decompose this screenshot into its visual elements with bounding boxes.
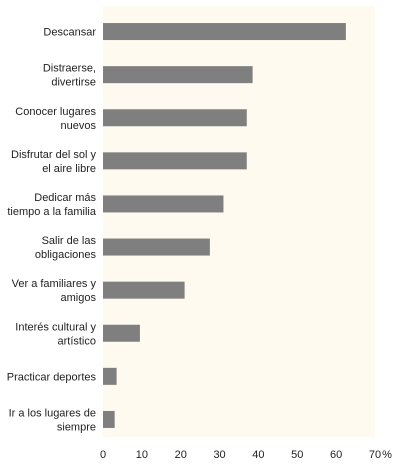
x-tick-label: 40 [252, 449, 264, 461]
category-label: Ir a los lugares de [9, 407, 96, 419]
category-label: tiempo a la familia [7, 206, 97, 218]
category-label: Ver a familiares y [12, 278, 97, 290]
category-label: el aire libre [42, 163, 96, 175]
x-axis-unit-label: % [382, 449, 392, 461]
x-tick-label: 0 [100, 449, 106, 461]
category-label: Descansar [43, 27, 96, 39]
bar [103, 109, 247, 127]
bar [103, 367, 117, 385]
category-label: divertirse [51, 77, 96, 89]
category-label: Dedicar más [34, 192, 96, 204]
bars-group [103, 23, 346, 428]
x-tick-label: 70 [369, 449, 381, 461]
bar [103, 66, 253, 84]
category-label: Interés cultural y [15, 321, 96, 333]
x-tick-label: 10 [136, 449, 148, 461]
bar [103, 281, 185, 299]
category-labels: Descansar Distraerse, divertirse Conocer lu… [7, 27, 97, 434]
x-axis-ticks: 0 10 20 30 40 50 60 70 [100, 449, 381, 461]
x-tick-label: 60 [330, 449, 342, 461]
category-label: amigos [61, 292, 97, 304]
bar [103, 238, 210, 256]
category-label: siempre [57, 421, 96, 433]
category-label: Distraerse, [43, 63, 96, 75]
bar [103, 195, 224, 213]
bar [103, 23, 346, 41]
category-label: artístico [57, 335, 96, 347]
category-label: obligaciones [35, 249, 97, 261]
category-label: Conocer lugares [15, 106, 96, 118]
x-tick-label: 20 [175, 449, 187, 461]
category-label: Disfrutar del sol y [11, 149, 96, 161]
category-label: Practicar deportes [7, 371, 97, 383]
category-label: Salir de las [42, 235, 97, 247]
x-tick-label: 30 [213, 449, 225, 461]
bar [103, 152, 247, 170]
bar [103, 324, 140, 342]
x-tick-label: 50 [291, 449, 303, 461]
bar [103, 410, 115, 428]
category-label: nuevos [61, 120, 97, 132]
